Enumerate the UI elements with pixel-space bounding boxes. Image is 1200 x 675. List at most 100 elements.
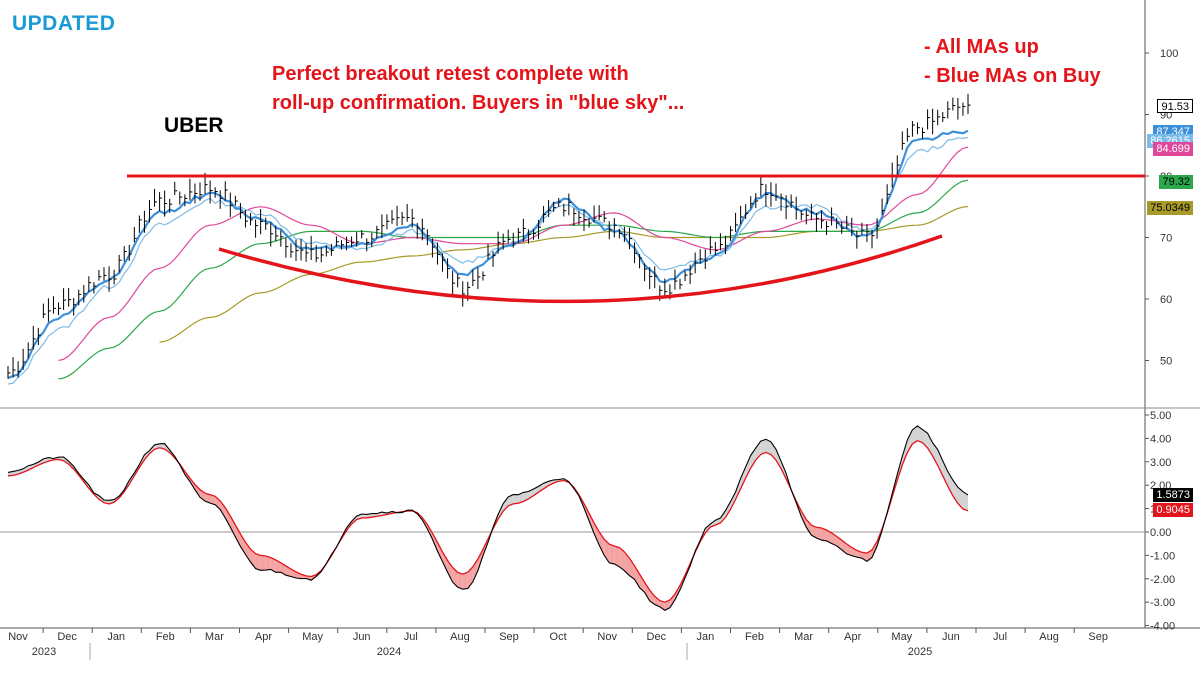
oscillator-fill [275, 559, 281, 573]
month-label: Mar [794, 631, 813, 643]
oscillator-fill [776, 449, 782, 469]
oscillator-fill [38, 458, 44, 466]
note-all-mas-up: - All MAs up [924, 36, 1039, 58]
commentary-line-2: roll-up confirmation. Buyers in "blue sk… [272, 92, 685, 114]
oscillator-fill [907, 429, 913, 453]
month-label: Apr [844, 631, 861, 643]
oscillator-fill [644, 582, 650, 601]
osc-ytick-label: -3.00 [1150, 597, 1175, 609]
oscillator-fill [614, 546, 620, 567]
oscillator-fill [902, 439, 908, 466]
month-label: May [891, 631, 912, 643]
oscillator-fill [826, 529, 832, 544]
oscillator-fill [801, 511, 807, 528]
oscillator-fill [215, 496, 221, 510]
oscillator-fill [649, 590, 655, 605]
month-label: Jun [353, 631, 371, 643]
oscillator-fill [619, 547, 625, 571]
oscillator-fill [639, 574, 645, 593]
oscillator-fill [472, 558, 478, 582]
oscillator-fill [659, 600, 665, 611]
osc-ytick-label: 5.00 [1150, 410, 1171, 422]
updated-label: UPDATED [12, 12, 116, 35]
oscillator-fill [806, 519, 812, 536]
oscillator-fill [255, 553, 261, 571]
oscillator-fill [437, 542, 443, 562]
month-label: Aug [1039, 631, 1059, 643]
price-ytick-label: 70 [1160, 233, 1172, 245]
ma-fast-line [7, 129, 969, 380]
oscillator-fill [730, 491, 736, 510]
oscillator-fill [23, 465, 29, 473]
oscillator-fill [432, 533, 438, 552]
oscillator-fill [235, 524, 241, 547]
oscillator-fill [270, 557, 276, 573]
oscillator-fill [518, 492, 524, 504]
year-label: 2025 [908, 646, 932, 658]
oscillator-fill [452, 567, 458, 588]
oscillator-fill [765, 439, 771, 455]
oscillator-fill [740, 466, 746, 489]
price-ytick-label: 60 [1160, 294, 1172, 306]
year-label: 2023 [32, 646, 56, 658]
osc-ytick-label: -4.00 [1150, 621, 1175, 633]
ma-green-label: 79.32 [1159, 175, 1193, 189]
oscillator-fill [245, 542, 251, 562]
oscillator-fill [503, 496, 509, 512]
oscillator-fill [957, 487, 963, 509]
rounded-base-curve [218, 234, 943, 304]
month-label: Jan [697, 631, 715, 643]
osc-ytick-label: 3.00 [1150, 457, 1171, 469]
month-label: Dec [647, 631, 667, 643]
oscillator-fill [462, 572, 468, 590]
oscillator-fill [745, 455, 751, 478]
month-label: Jul [993, 631, 1007, 643]
oscillator-fill [538, 483, 544, 493]
osc-ytick-label: -2.00 [1150, 574, 1175, 586]
oscillator-fill [669, 594, 675, 608]
osc-ytick-label: 4.00 [1150, 433, 1171, 445]
month-label: Sep [499, 631, 519, 643]
oscillator-fill [260, 555, 266, 571]
month-label: Jan [107, 631, 125, 643]
oscillator-fill [781, 461, 787, 479]
note-blue-mas-buy: - Blue MAs on Buy [924, 65, 1101, 87]
oscillator-fill [917, 425, 923, 443]
oscillator-fill [760, 439, 766, 455]
oscillator-fill [589, 513, 595, 534]
oscillator-fill [265, 555, 271, 571]
oscillator-fill [735, 478, 741, 500]
oscillator-fill [361, 513, 367, 518]
oscillator-fill [210, 494, 216, 505]
osc-ytick-label: -1.00 [1150, 550, 1175, 562]
oscillator-fill [240, 533, 246, 555]
oscillator-fill [937, 449, 943, 476]
price-label: 91.53 [1157, 99, 1193, 113]
oscillator-fill [927, 433, 933, 456]
month-label: Mar [205, 631, 224, 643]
oscillator-fill [811, 525, 817, 538]
month-label: Oct [550, 631, 567, 643]
month-label: Aug [450, 631, 470, 643]
month-label: Dec [57, 631, 77, 643]
notes-text: - All MAs up - Blue MAs on Buy [924, 33, 1101, 91]
oscillator-fill [508, 494, 514, 506]
year-label: 2024 [377, 646, 401, 658]
osc-signal-label: 0.9045 [1153, 503, 1193, 517]
ma-olive-label: 75.0349 [1147, 201, 1193, 215]
oscillator-fill [912, 425, 918, 444]
oscillator-fast-line [7, 425, 969, 611]
oscillator-fill [720, 510, 726, 523]
oscillator-fill [457, 572, 463, 590]
osc-fast-label: 1.5873 [1153, 488, 1193, 502]
oscillator-fill [654, 596, 660, 607]
oscillator-fill [220, 500, 226, 518]
commentary-text: Perfect breakout retest complete with ro… [272, 60, 684, 118]
oscillator-fill [725, 501, 731, 518]
oscillator-fill [442, 551, 448, 573]
month-label: Feb [745, 631, 764, 643]
oscillator-fill [634, 565, 640, 588]
price-ytick-label: 50 [1160, 356, 1172, 368]
